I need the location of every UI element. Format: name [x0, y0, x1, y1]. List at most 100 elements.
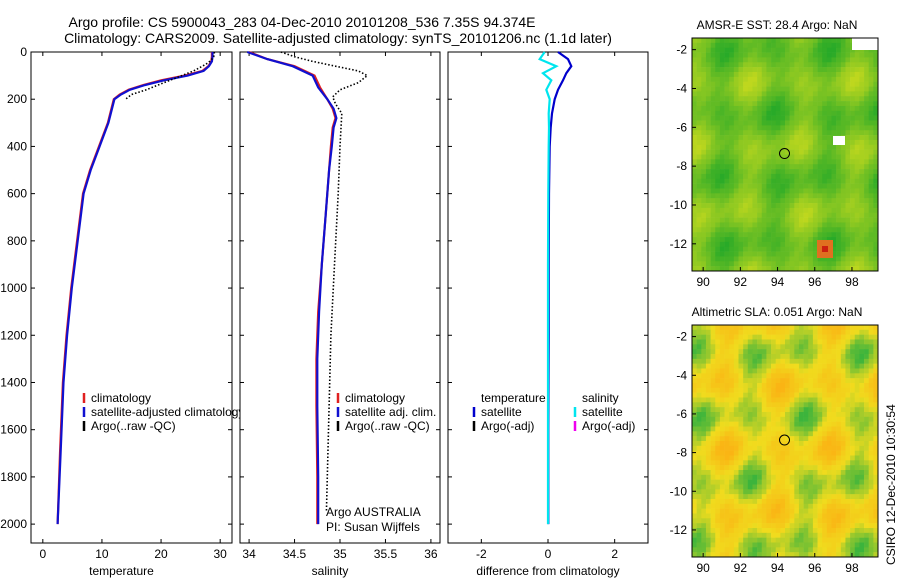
sst-map-cell: [724, 193, 730, 199]
sst-map-cell: [859, 154, 865, 160]
sst-map-cell: [761, 159, 767, 165]
sst-map-cell: [873, 67, 879, 73]
sla-map-cell: [715, 537, 721, 543]
sla-map-cell: [831, 455, 837, 461]
sla-map-cell: [710, 368, 716, 374]
sla-map-cell: [719, 325, 725, 331]
sla-map-cell: [738, 436, 744, 442]
sst-map-cell: [873, 203, 879, 209]
sst-map-cell: [775, 91, 781, 97]
sst-map-cell: [701, 149, 707, 155]
sst-map-cell: [747, 149, 753, 155]
sla-map-cell: [766, 387, 772, 393]
sst-map-cell: [826, 101, 832, 107]
sla-map-cell: [715, 407, 721, 413]
sst-map-cell: [752, 227, 758, 233]
sla-map-cell: [747, 484, 753, 490]
sst-map-cell: [701, 222, 707, 228]
sst-map-cell: [789, 42, 795, 48]
sst-map-cell: [692, 91, 697, 97]
sla-map-cell: [854, 426, 860, 432]
sst-map-cell: [733, 125, 739, 131]
sst-map-cell: [868, 246, 874, 252]
sst-map-cell: [701, 207, 707, 214]
sla-map-cell: [873, 494, 879, 500]
sst-map-cell: [794, 52, 800, 58]
sst-map-cell: [752, 246, 758, 252]
sla-map-cell: [729, 421, 735, 427]
sla-map-cell: [752, 402, 758, 408]
sst-map-cell: [724, 227, 730, 233]
sla-map-cell: [798, 508, 804, 514]
sst-map-cell: [873, 207, 879, 214]
sst-map-cell: [845, 173, 851, 180]
sla-map-cell: [864, 474, 869, 480]
sla-map-cell: [743, 542, 749, 548]
sla-map-cell: [757, 484, 763, 490]
sla-map-cell: [701, 552, 707, 558]
sst-map-cell: [826, 164, 832, 170]
sst-map-cell: [873, 130, 879, 136]
sst-map-cell: [808, 105, 814, 112]
difference-xtick-label: 2: [611, 547, 618, 561]
sst-map-cell: [775, 71, 781, 78]
sla-map-cell: [692, 523, 697, 529]
sla-map-cell: [850, 532, 856, 538]
sst-map-cell: [696, 105, 702, 112]
sst-map-cell: [789, 62, 795, 68]
sla-map-cell: [752, 523, 758, 529]
sst-map-cell: [752, 183, 758, 189]
sla-map-cell: [840, 378, 846, 384]
sst-map-cell: [719, 57, 725, 63]
sla-map-cell: [710, 358, 716, 364]
sla-map-cell: [854, 378, 860, 384]
legend-label: Argo(..raw -QC): [345, 419, 430, 433]
sst-map-cell: [719, 266, 725, 272]
sst-map-cell: [812, 91, 818, 97]
sla-map-cell: [831, 513, 837, 519]
sla-map-cell: [710, 470, 716, 476]
sst-map-cell: [738, 178, 744, 184]
sla-map-cell: [775, 508, 781, 514]
sst-map-cell: [724, 188, 730, 194]
sst-map-cell: [738, 144, 744, 150]
sla-map-cell: [873, 334, 879, 340]
sla-map-cell: [733, 441, 739, 447]
sla-map-cell: [738, 547, 744, 553]
sst-map-cell: [752, 76, 758, 82]
sst-map-cell: [752, 193, 758, 199]
sla-map-cell: [845, 499, 851, 505]
sla-map-cell: [715, 523, 721, 529]
sst-map-cell: [822, 96, 828, 102]
sla-map-cell: [854, 441, 860, 447]
sst-map-cell: [845, 203, 851, 209]
sst-map-cell: [715, 266, 721, 272]
sla-map-cell: [752, 421, 758, 427]
sst-map-cell: [873, 115, 879, 121]
sst-map-cell: [873, 96, 879, 102]
sst-map-cell: [840, 96, 846, 102]
sst-map-cell: [780, 232, 786, 238]
sla-map-cell: [738, 325, 744, 331]
sla-map-cell: [822, 397, 828, 403]
salinity-annotation-line2: PI: Susan Wijffels: [326, 520, 420, 534]
sst-map-cell: [752, 203, 758, 209]
sla-map-cell: [836, 494, 842, 500]
sla-map-cell: [864, 325, 869, 331]
sst-map-cell: [715, 261, 721, 267]
sla-map-cell: [850, 503, 856, 509]
sla-map-cell: [747, 503, 753, 509]
sst-map-cell: [724, 256, 730, 262]
sst-map-cell: [840, 86, 846, 92]
sla-map-cell: [826, 378, 832, 384]
sla-map-cell: [812, 508, 818, 514]
sst-map-cell: [789, 130, 795, 136]
sla-map-cell: [826, 455, 832, 461]
sst-map-cell: [836, 251, 842, 257]
sst-map-cell: [859, 76, 865, 82]
sst-map-cell: [850, 217, 856, 223]
sst-map-cell: [761, 130, 767, 136]
sst-map-cell: [738, 256, 744, 262]
sst-map-cell: [854, 169, 860, 175]
sla-map-cell: [868, 358, 874, 364]
